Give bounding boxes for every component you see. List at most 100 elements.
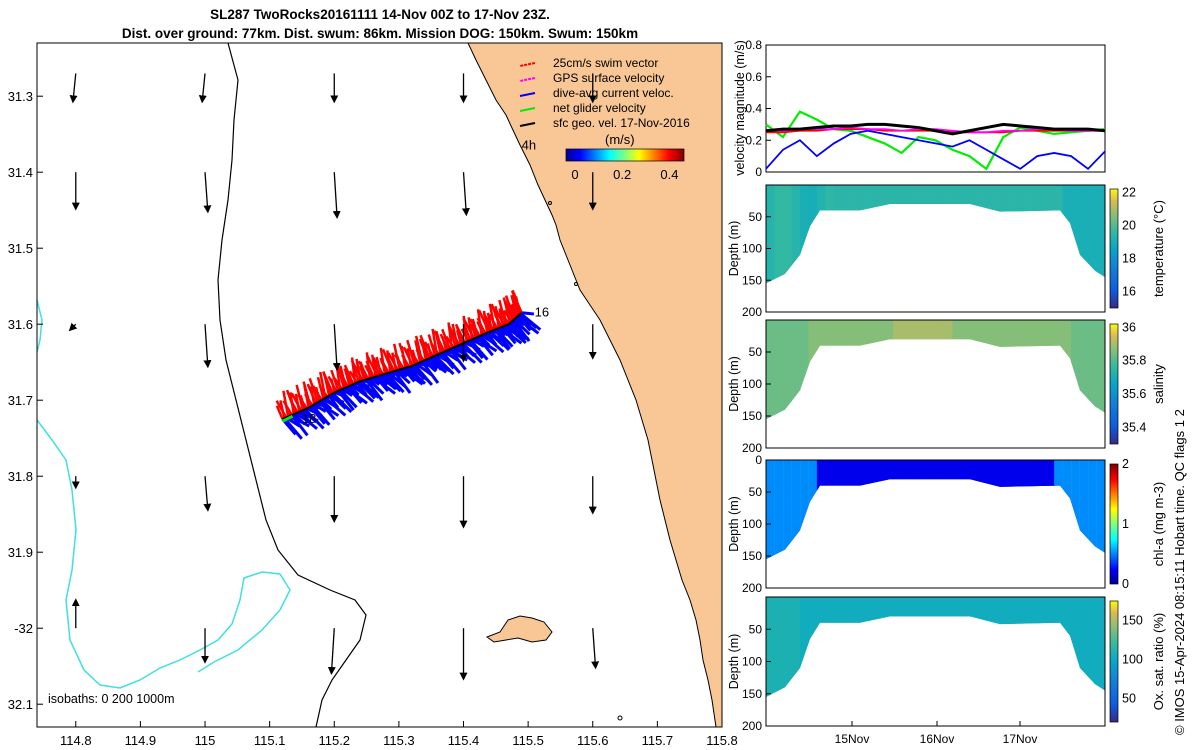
reef [548, 201, 552, 205]
section-cell [816, 460, 826, 560]
swim-vector [402, 346, 414, 367]
section-cell [859, 597, 869, 697]
legend-swatch [519, 122, 536, 127]
swim-vector [351, 364, 360, 383]
current-vector [406, 366, 426, 385]
section-cell [1011, 597, 1021, 697]
section-ylabel: Depth (m) [727, 634, 741, 690]
section-cell [833, 460, 843, 560]
current-vector [320, 398, 333, 411]
map-frame [36, 42, 723, 728]
section-xtick-label: 17Nov [1003, 732, 1038, 746]
map-panel: 4h 16 18 114.8 114.9 115 115.1 115.2 115.3 115.4… [8, 42, 738, 748]
section-cell [935, 185, 945, 284]
section-cell [766, 320, 775, 420]
swim-vector [357, 360, 370, 380]
current-vector [501, 325, 514, 337]
section-cell [876, 320, 886, 420]
credit-text: © IMOS 15-Apr-2024 08:15:11 Hobart time.… [1172, 409, 1187, 735]
colorbar-tick-label: 35.6 [1122, 387, 1146, 401]
current-vector [331, 392, 353, 414]
section-cell [986, 185, 996, 284]
swim-vector [506, 302, 518, 319]
section-cell [893, 185, 903, 284]
section-cell [918, 320, 928, 420]
section-cell [901, 597, 911, 697]
swim-vector [433, 330, 446, 353]
swim-vector [445, 335, 455, 349]
map-ytick-label: 31.9 [8, 545, 33, 560]
section-panel: 0 50 100 150 200 Depth (m) 0 1 2 chl-a (mg m-3) [727, 453, 1166, 595]
section-cell [927, 460, 936, 560]
current-vector [283, 417, 303, 440]
current-vector [513, 318, 531, 336]
section-cell [935, 460, 945, 560]
colorbar-tick-label: 35.8 [1122, 354, 1146, 368]
section-cell [1096, 597, 1105, 697]
current-vector [341, 387, 354, 397]
section-cell [901, 460, 911, 560]
current-vector [318, 400, 336, 421]
swim-vector [462, 317, 476, 340]
current-vector [374, 375, 390, 392]
section-cell [816, 320, 826, 420]
section-cell [1020, 460, 1030, 560]
glider-vector-swath [275, 289, 542, 440]
section-cell [867, 460, 877, 560]
section-cell [1037, 185, 1047, 284]
section-cell [994, 320, 1004, 420]
map-xtick-label: 115.6 [577, 733, 609, 748]
section-cell [1037, 460, 1047, 560]
section-ytick-label: 0 [755, 453, 762, 467]
section-cell [1054, 460, 1064, 560]
swim-vector [470, 323, 478, 339]
section-cell [816, 185, 826, 284]
section-cell [1062, 185, 1072, 284]
section-cell [1071, 185, 1081, 284]
section-panel: 50 100 150 200 Depth (m) 35.4 35.6 35.8 36 salini… [727, 319, 1166, 455]
current-vector [471, 338, 485, 348]
section-cell [808, 185, 818, 284]
swim-vector [419, 334, 431, 359]
section-colorbar [1109, 323, 1119, 445]
current-vector [434, 354, 455, 376]
section-cell [927, 320, 936, 420]
colorbar-tick-label: 20 [1122, 218, 1136, 232]
geo-velocity-arrow [332, 324, 341, 371]
section-cell [943, 460, 953, 560]
section-cell [1003, 597, 1013, 697]
map-xtick-label: 114.9 [125, 733, 157, 748]
current-vector [367, 377, 385, 395]
current-vector [299, 410, 312, 425]
section-cell [935, 320, 945, 420]
map-colorbar [565, 148, 685, 162]
current-vector [411, 364, 426, 381]
section-cell [986, 597, 996, 697]
section-cell [910, 185, 920, 284]
swim-vector [415, 348, 425, 362]
section-cell [943, 185, 953, 284]
section-ylabel: Depth (m) [727, 356, 741, 412]
vel-series-line [765, 129, 1106, 171]
current-vector [309, 405, 326, 425]
section-ytick-label: 100 [742, 655, 762, 669]
chart-title-line2: Dist. over ground: 77km. Dist. swum: 86k… [121, 26, 639, 41]
swim-vector [290, 392, 303, 412]
section-cell [960, 320, 970, 420]
section-ytick-label: 50 [749, 345, 763, 359]
section-cell [952, 320, 962, 420]
swim-vector [460, 328, 470, 342]
section-cell [1071, 597, 1081, 697]
swim-vector [469, 318, 481, 337]
section-cell [816, 597, 826, 697]
current-vector [385, 372, 405, 394]
section-cell [935, 597, 945, 697]
map-xtick-label: 115.1 [254, 733, 286, 748]
geo-velocity-arrow [203, 172, 212, 214]
map-xtick-label: 114.8 [60, 733, 92, 748]
swim-vector [312, 385, 323, 401]
section-cell [1071, 320, 1081, 420]
current-vector [512, 319, 531, 343]
section-cell [952, 185, 962, 284]
